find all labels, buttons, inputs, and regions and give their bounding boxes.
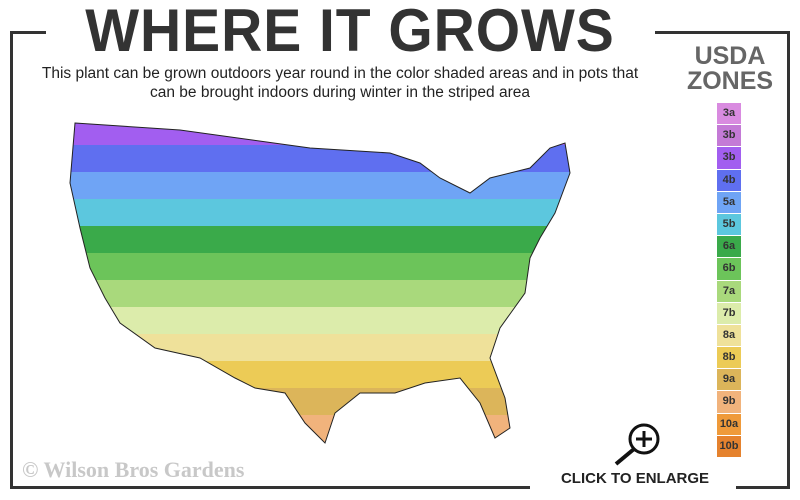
zone-band-7b [70,307,570,335]
copyright-watermark: © Wilson Bros Gardens [22,457,245,482]
legend-zone-9b: 9b [717,391,741,414]
zone-band-5a [70,172,570,200]
legend-zone-5b: 5b [717,213,741,237]
legend-zone-10a: 10a [717,413,741,436]
legend-title-line1: USDA [694,42,766,70]
legend-zone-4b: 4b [717,169,741,192]
legend-zone-8b: 8b [717,347,741,370]
legend-zone-3b: 3b [717,125,741,148]
frame-right [787,31,790,489]
zone-band-6b [70,253,570,281]
frame-top-right [655,31,790,34]
zone-legend: 3a 3b 3b 4b 5a 5b 6a 6b 7a 7b 8a 8b 9a 9b 10a 10b [717,103,741,458]
legend-zone-3b: 3b [717,147,741,170]
frame-left [10,31,13,489]
legend-zone-7b: 7b [717,302,741,325]
magnifier-plus-icon[interactable] [610,422,665,467]
legend-zone-5a: 5a [717,191,741,214]
legend-zone-9a: 9a [717,369,741,392]
legend-zone-3a: 3a [717,103,741,126]
page-title: WHERE IT GROWS [85,0,615,64]
zone-bands [70,123,570,443]
legend-zone-8a: 8a [717,324,741,348]
legend-title-line2: ZONES [686,67,774,95]
zone-band-7a [70,280,570,308]
zone-band-5b [70,199,570,227]
frame-bottom-left [10,486,530,489]
zone-band-8b [70,361,570,389]
zone-band-9a [70,388,570,416]
legend-zone-6b: 6b [717,258,741,281]
usda-zone-map[interactable] [60,118,600,448]
legend-zone-7a: 7a [717,280,741,303]
subtitle: This plant can be grown outdoors year ro… [41,65,639,101]
us-outline [69,122,571,444]
click-to-enlarge-button[interactable]: CLICK TO ENLARGE [560,470,710,487]
legend-zone-6a: 6a [717,236,741,259]
legend-title: USDA ZONES [680,44,780,94]
legend-zone-10b: 10b [717,435,741,458]
frame-bottom-right [736,486,790,489]
zone-band-6a [70,226,570,254]
frame-top-left [10,31,46,34]
zone-band-3b [70,123,570,146]
